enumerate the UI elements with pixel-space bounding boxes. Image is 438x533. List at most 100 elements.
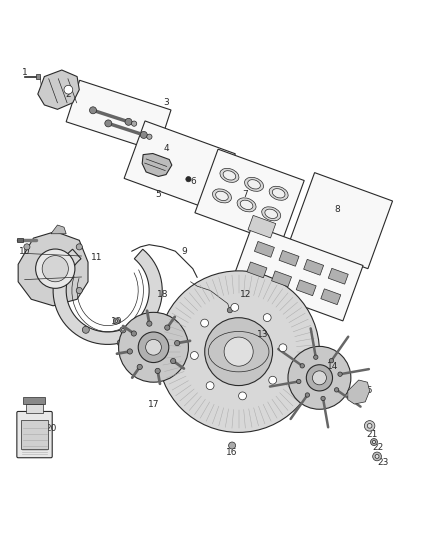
Polygon shape (290, 173, 392, 269)
Circle shape (76, 287, 82, 294)
Circle shape (367, 424, 372, 428)
Circle shape (140, 132, 147, 139)
Circle shape (147, 321, 152, 326)
Circle shape (42, 256, 68, 282)
Circle shape (131, 331, 137, 336)
Circle shape (138, 332, 169, 362)
Circle shape (375, 455, 379, 458)
Circle shape (263, 314, 271, 321)
Circle shape (305, 393, 310, 397)
Circle shape (329, 359, 334, 363)
Text: 19: 19 (111, 317, 122, 326)
Polygon shape (66, 80, 171, 151)
Ellipse shape (261, 207, 281, 221)
Text: 16: 16 (226, 448, 238, 457)
Circle shape (146, 340, 161, 355)
Circle shape (288, 346, 351, 409)
Text: 14: 14 (327, 362, 338, 372)
Circle shape (119, 312, 188, 382)
Circle shape (306, 365, 332, 391)
Text: 9: 9 (181, 247, 187, 256)
Circle shape (229, 442, 236, 449)
Bar (35, 75, 40, 79)
Circle shape (125, 118, 132, 125)
Circle shape (117, 340, 124, 346)
Text: 7: 7 (242, 190, 248, 199)
Polygon shape (279, 251, 299, 266)
Circle shape (372, 440, 375, 443)
Ellipse shape (244, 177, 264, 191)
Text: 8: 8 (334, 205, 340, 214)
Circle shape (82, 326, 89, 333)
Circle shape (131, 121, 137, 126)
Circle shape (165, 325, 170, 330)
Polygon shape (272, 271, 292, 287)
Circle shape (24, 244, 30, 250)
Polygon shape (232, 225, 363, 321)
Text: 13: 13 (257, 330, 268, 338)
Circle shape (373, 452, 381, 461)
Ellipse shape (269, 186, 288, 200)
Text: 1: 1 (22, 68, 28, 77)
Ellipse shape (272, 189, 285, 198)
Ellipse shape (220, 168, 239, 182)
Polygon shape (296, 280, 316, 296)
Circle shape (300, 364, 304, 368)
Ellipse shape (237, 198, 256, 212)
Ellipse shape (240, 200, 253, 209)
Text: 10: 10 (19, 247, 31, 256)
Circle shape (76, 244, 82, 250)
Polygon shape (18, 231, 88, 306)
Ellipse shape (215, 191, 228, 200)
Circle shape (224, 337, 253, 366)
Text: 21: 21 (366, 430, 378, 439)
Circle shape (364, 421, 375, 431)
Polygon shape (142, 154, 172, 176)
Circle shape (174, 341, 180, 346)
Circle shape (35, 249, 75, 288)
Circle shape (127, 349, 132, 354)
Circle shape (338, 372, 342, 376)
Text: 12: 12 (240, 290, 251, 300)
Circle shape (115, 320, 118, 322)
Text: 3: 3 (164, 98, 170, 107)
Text: 23: 23 (377, 458, 389, 467)
Text: 4: 4 (164, 144, 170, 153)
Circle shape (155, 368, 160, 374)
Circle shape (105, 120, 112, 127)
Polygon shape (53, 249, 162, 344)
Polygon shape (248, 215, 276, 238)
Circle shape (158, 271, 319, 432)
Circle shape (321, 397, 325, 401)
Ellipse shape (212, 189, 231, 203)
Circle shape (201, 319, 208, 327)
Circle shape (279, 344, 287, 352)
Circle shape (231, 303, 239, 311)
Circle shape (269, 376, 277, 384)
Bar (21, 420, 48, 449)
Circle shape (137, 365, 142, 369)
Text: 20: 20 (45, 424, 57, 433)
Polygon shape (195, 149, 304, 244)
Circle shape (239, 392, 247, 400)
Circle shape (186, 176, 191, 182)
Polygon shape (328, 268, 348, 284)
Circle shape (122, 328, 124, 331)
Text: 17: 17 (148, 400, 159, 408)
Circle shape (314, 355, 318, 359)
Ellipse shape (248, 180, 260, 189)
Circle shape (113, 318, 120, 324)
Circle shape (205, 318, 272, 385)
Circle shape (170, 358, 176, 364)
Polygon shape (254, 241, 274, 257)
Bar (26, 404, 42, 413)
Bar (17, 238, 22, 243)
Text: 5: 5 (155, 190, 161, 199)
Circle shape (334, 387, 339, 392)
Circle shape (371, 439, 378, 446)
Polygon shape (348, 380, 370, 404)
Text: 18: 18 (156, 290, 168, 300)
Polygon shape (304, 260, 324, 275)
Polygon shape (38, 70, 79, 109)
Text: 2: 2 (66, 90, 71, 99)
